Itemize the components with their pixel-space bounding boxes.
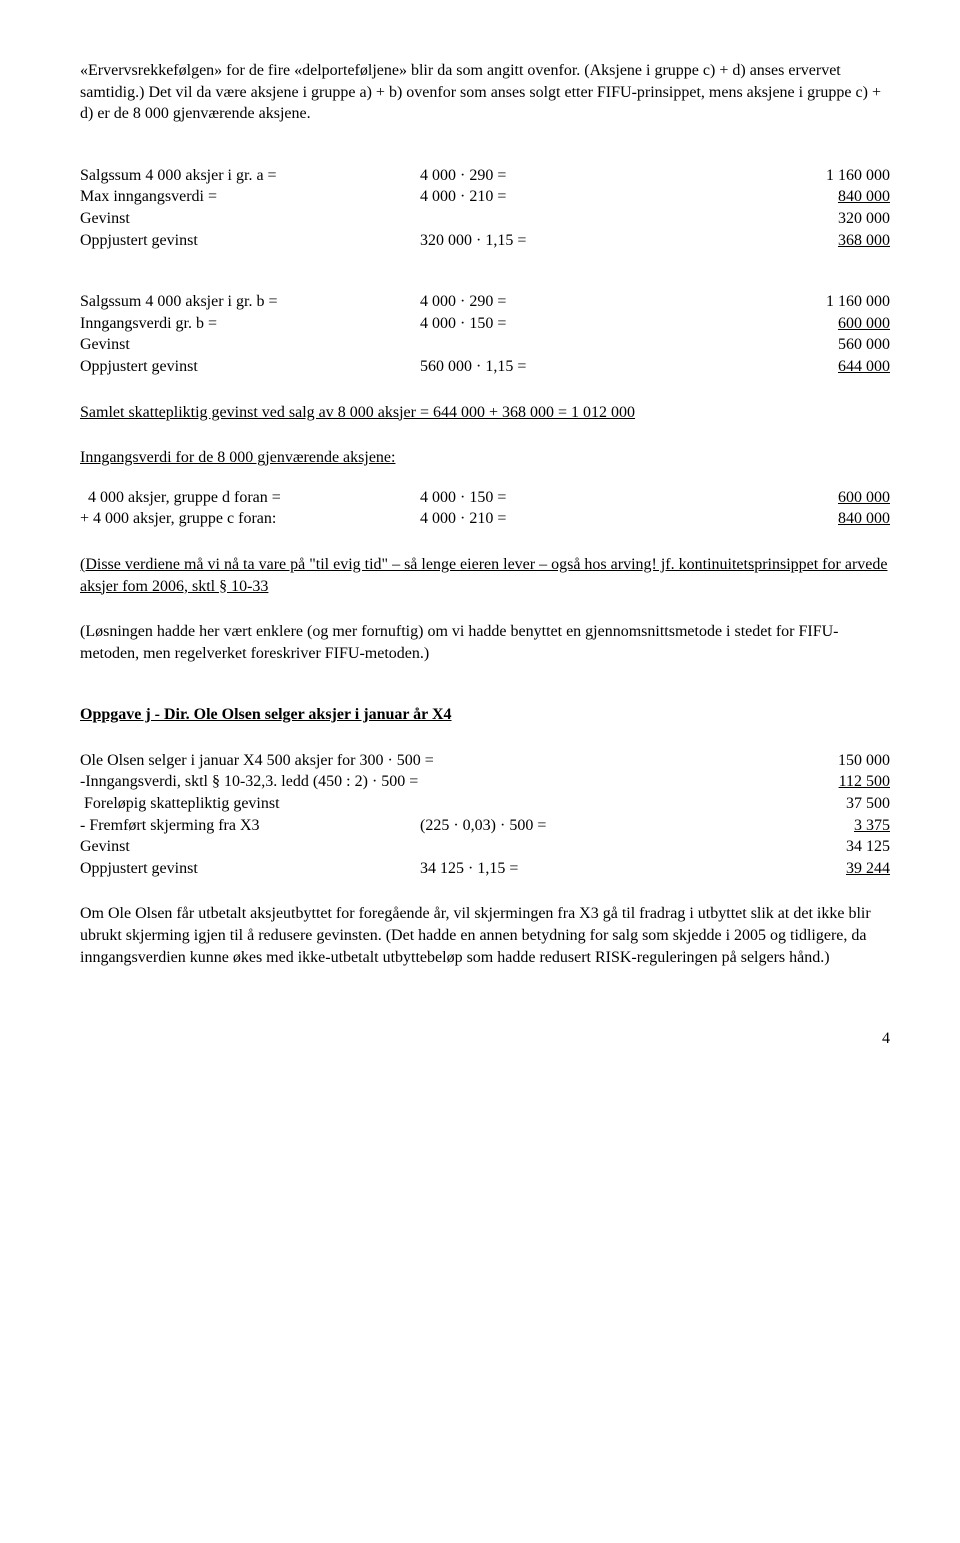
cell: + 4 000 aksjer, gruppe c foran: — [80, 508, 420, 530]
oppgave-j-heading: Oppgave j - Dir. Ole Olsen selger aksjer… — [80, 704, 890, 726]
cell: 368 000 — [640, 230, 890, 252]
cell: Gevinst — [80, 334, 420, 356]
cell: 560 000 · 1,15 = — [420, 356, 640, 378]
cell: 39 244 — [640, 858, 890, 880]
cell: 1 160 000 — [640, 291, 890, 313]
cell: Gevinst — [80, 208, 420, 230]
cell: 840 000 — [640, 508, 890, 530]
cell: 3 375 — [640, 815, 890, 837]
cell: Inngangsverdi gr. b = — [80, 313, 420, 335]
cell: 320 000 — [640, 208, 890, 230]
cell: 320 000 · 1,15 = — [420, 230, 640, 252]
cell: Salgssum 4 000 aksjer i gr. a = — [80, 165, 420, 187]
cell: -Inngangsverdi, sktl § 10-32,3. ledd (45… — [80, 771, 640, 793]
cell: 112 500 — [640, 771, 890, 793]
cell — [420, 334, 640, 356]
cell: 34 125 — [640, 836, 890, 858]
closing-paragraph: Om Ole Olsen får utbetalt aksjeutbyttet … — [80, 903, 890, 968]
cell: 4 000 · 210 = — [420, 186, 640, 208]
cell: 1 160 000 — [640, 165, 890, 187]
cell: 4 000 · 150 = — [420, 313, 640, 335]
cell: 4 000 aksjer, gruppe d foran = — [80, 487, 420, 509]
cell: 840 000 — [640, 186, 890, 208]
page-number: 4 — [80, 1028, 890, 1050]
cell: (225 · 0,03) · 500 = — [420, 815, 640, 837]
cell: 150 000 — [640, 750, 890, 772]
note-eternal: (Disse verdiene må vi nå ta vare på "til… — [80, 554, 890, 597]
cell: 4 000 · 290 = — [420, 291, 640, 313]
remaining-shares-heading: Inngangsverdi for de 8 000 gjenværende a… — [80, 447, 890, 469]
cell: Oppjustert gevinst — [80, 356, 420, 378]
cell: 600 000 — [640, 487, 890, 509]
cell: Ole Olsen selger i januar X4 500 aksjer … — [80, 750, 640, 772]
cell: Oppjustert gevinst — [80, 230, 420, 252]
cell: Gevinst — [80, 836, 640, 858]
cell: 4 000 · 290 = — [420, 165, 640, 187]
calc-block-ole: Ole Olsen selger i januar X4 500 aksjer … — [80, 750, 890, 880]
cell: 4 000 · 210 = — [420, 508, 640, 530]
calc-block-b: Salgssum 4 000 aksjer i gr. b = 4 000 · … — [80, 291, 890, 377]
cell — [420, 208, 640, 230]
cell: - Fremført skjerming fra X3 — [80, 815, 420, 837]
cell: Max inngangsverdi = — [80, 186, 420, 208]
cell: 37 500 — [640, 793, 890, 815]
total-gain-line: Samlet skattepliktig gevinst ved salg av… — [80, 402, 890, 424]
cell: 644 000 — [640, 356, 890, 378]
cell: 560 000 — [640, 334, 890, 356]
cell: Salgssum 4 000 aksjer i gr. b = — [80, 291, 420, 313]
cell: 600 000 — [640, 313, 890, 335]
calc-block-remaining: 4 000 aksjer, gruppe d foran = 4 000 · 1… — [80, 487, 890, 530]
cell: 4 000 · 150 = — [420, 487, 640, 509]
note-method: (Løsningen hadde her vært enklere (og me… — [80, 621, 890, 664]
cell: 34 125 · 1,15 = — [420, 858, 640, 880]
calc-block-a: Salgssum 4 000 aksjer i gr. a = 4 000 · … — [80, 165, 890, 251]
paragraph-1: «Ervervsrekkefølgen» for de fire «delpor… — [80, 60, 890, 125]
cell: Foreløpig skattepliktig gevinst — [80, 793, 640, 815]
cell: Oppjustert gevinst — [80, 858, 420, 880]
